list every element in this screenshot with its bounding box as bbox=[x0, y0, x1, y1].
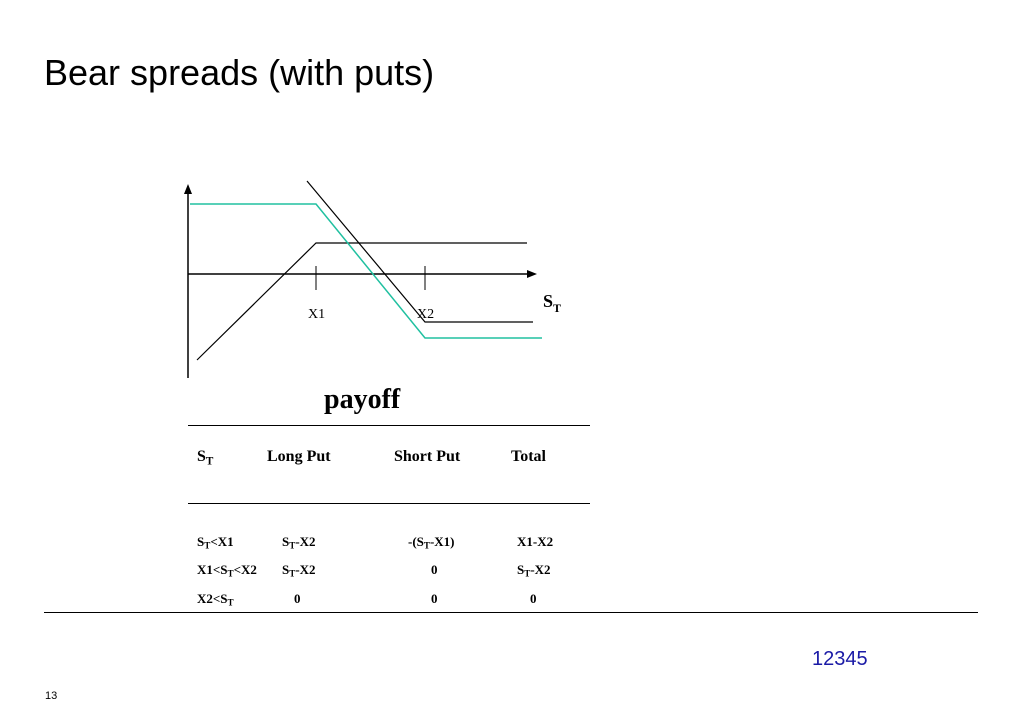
strike-1-label: X1 bbox=[308, 307, 325, 322]
table-cell: 0 bbox=[530, 591, 537, 606]
table-cell: -(ST-X1) bbox=[408, 534, 455, 551]
table-top-rule bbox=[188, 425, 590, 426]
header-st: ST bbox=[197, 448, 214, 468]
long-put-line bbox=[196, 242, 527, 361]
table-row: X1<ST<X2 bbox=[197, 562, 257, 579]
footer-code: 12345 bbox=[812, 648, 868, 670]
table-row: X2<ST bbox=[197, 591, 234, 608]
table-cell: 0 bbox=[431, 591, 438, 606]
header-total: Total bbox=[511, 448, 546, 465]
x-axis-label: ST bbox=[543, 291, 561, 315]
table-cell: ST-X2 bbox=[517, 562, 551, 579]
header-short-put: Short Put bbox=[394, 448, 461, 465]
x-axis-arrow-icon bbox=[527, 270, 537, 278]
y-axis-arrow-icon bbox=[184, 184, 192, 194]
slide-title: Bear spreads (with puts) bbox=[44, 52, 435, 93]
table-cell: ST-X2 bbox=[282, 562, 316, 579]
header-long-put: Long Put bbox=[267, 448, 331, 465]
total-payoff-line bbox=[190, 203, 542, 339]
table-caption: payoff bbox=[324, 384, 401, 415]
table-row: ST<X1 bbox=[197, 534, 234, 551]
short-put-line bbox=[306, 180, 533, 323]
slide-divider bbox=[44, 612, 978, 613]
table-cell: 0 bbox=[431, 562, 438, 577]
table-cell: 0 bbox=[294, 591, 301, 606]
page-number: 13 bbox=[45, 690, 58, 702]
table-cell: X1-X2 bbox=[517, 534, 554, 549]
table-header-rule bbox=[188, 503, 590, 504]
strike-2-label: X2 bbox=[417, 307, 434, 322]
table-cell: ST-X2 bbox=[282, 534, 316, 551]
